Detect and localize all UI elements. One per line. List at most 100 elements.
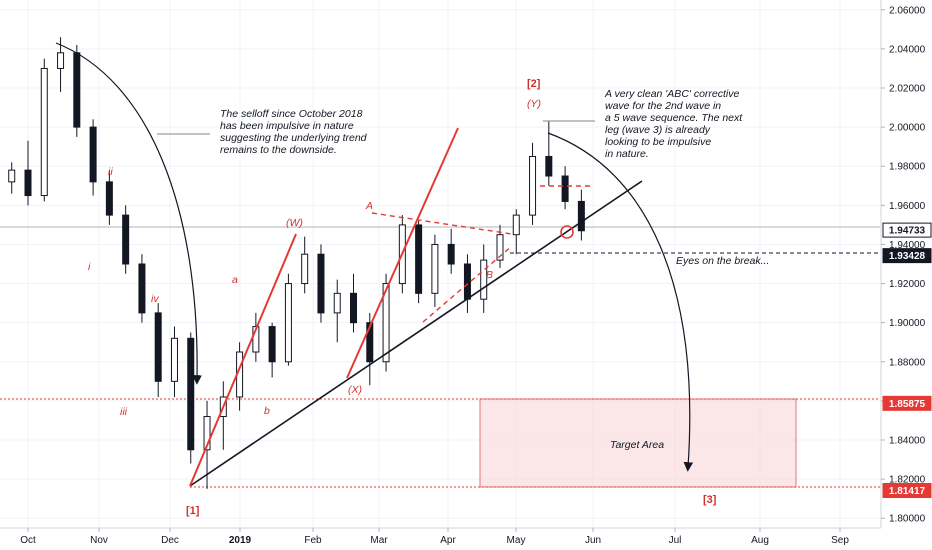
candle-body xyxy=(122,214,130,265)
price-badge: 1.85875 xyxy=(882,395,932,411)
x-tick-label: Mar xyxy=(370,535,388,546)
candle xyxy=(170,326,178,397)
wave-label-Y: (Y) xyxy=(527,98,541,110)
price-badges: 1.94733 1.93428 1.85875 1.81417 xyxy=(882,222,932,499)
candle-body xyxy=(415,224,423,294)
candle-body xyxy=(203,416,211,451)
candle-body xyxy=(447,243,455,265)
candle-body xyxy=(561,175,569,202)
candle-body xyxy=(382,283,390,363)
trendline-support xyxy=(189,180,643,487)
candle xyxy=(577,189,585,241)
candle xyxy=(122,205,130,274)
candle xyxy=(138,254,146,323)
candle xyxy=(268,322,276,378)
candle-body xyxy=(496,234,504,261)
wave-label-2: [2] xyxy=(527,78,541,90)
x-tick-label: Sep xyxy=(831,535,849,546)
wave-label-a: a xyxy=(232,274,238,286)
candle xyxy=(8,162,16,194)
y-tick-label: 2.02000 xyxy=(889,84,926,95)
price-badge-box xyxy=(882,483,932,499)
arrow-down-to-wave-1 xyxy=(55,42,202,385)
candle-body xyxy=(512,214,520,236)
candle xyxy=(415,220,423,304)
wave-label-i: i xyxy=(88,261,91,273)
candle xyxy=(24,140,32,206)
x-tick-label: Nov xyxy=(90,535,108,546)
wave-label-iv: iv xyxy=(151,293,159,305)
y-tick-label: 2.00000 xyxy=(889,123,926,134)
candle-body xyxy=(463,263,471,300)
right-note-line-1: A very clean 'ABC' corrective xyxy=(604,88,739,100)
candle-body xyxy=(284,283,292,363)
price-badge: 1.93428 xyxy=(882,248,932,264)
arrow-down-to-wave-3 xyxy=(547,132,694,472)
left-note-line-1: The selloff since October 2018 xyxy=(220,108,363,120)
candle xyxy=(105,170,113,225)
price-badge-label: 1.94733 xyxy=(889,226,926,237)
candle xyxy=(187,332,195,464)
candle xyxy=(350,273,358,333)
candle-body xyxy=(170,337,178,382)
candle-body xyxy=(73,52,81,128)
x-tick-label: Apr xyxy=(440,535,456,546)
candle-body xyxy=(431,243,439,294)
y-tick-label: 1.88000 xyxy=(889,357,926,368)
candle xyxy=(154,303,162,397)
wave-label-W: (W) xyxy=(286,217,303,229)
candle-body xyxy=(24,169,32,197)
candle-body xyxy=(57,52,65,69)
candle-body xyxy=(480,259,488,300)
candle xyxy=(317,244,325,323)
candle-body xyxy=(252,326,260,353)
x-tick-label: Feb xyxy=(304,535,322,546)
left-note-line-3: suggesting the underlying trend xyxy=(220,132,368,144)
price-badge-label: 1.93428 xyxy=(889,251,926,262)
candle xyxy=(73,44,81,137)
left-note-line-4: remains to the downside. xyxy=(220,144,337,156)
candle xyxy=(252,312,260,362)
x-tick-label: May xyxy=(507,535,526,546)
candle-body xyxy=(317,253,325,314)
x-tick-label: Aug xyxy=(751,535,769,546)
y-tick-label: 2.04000 xyxy=(889,44,926,55)
candle-body xyxy=(40,67,48,197)
price-badge-box xyxy=(882,222,932,238)
y-tick-label: 2.06000 xyxy=(889,5,926,16)
candle-body xyxy=(89,126,97,183)
right-note-line-3: a 5 wave sequence. The next xyxy=(605,112,743,124)
y-tick-label: 1.94000 xyxy=(889,240,926,251)
x-tick-label: Oct xyxy=(20,535,36,546)
candle xyxy=(284,273,292,366)
break-note: Eyes on the break... xyxy=(676,255,769,267)
candle-body xyxy=(105,181,113,216)
y-tick-label: 1.96000 xyxy=(889,201,926,212)
price-badge-label: 1.85875 xyxy=(889,399,926,410)
candle xyxy=(431,234,439,308)
candle-body xyxy=(268,326,276,363)
candle xyxy=(333,279,341,343)
wave-label-3: [3] xyxy=(703,494,717,506)
wave-label-X: (X) xyxy=(348,384,362,396)
y-tick-label: 1.80000 xyxy=(889,514,926,525)
y-tick-label: 1.82000 xyxy=(889,475,926,486)
candle-body xyxy=(366,322,374,363)
x-tick-label: Jul xyxy=(669,535,682,546)
wave-w-line xyxy=(189,233,297,487)
candle xyxy=(529,142,537,225)
price-badge: 1.94733 xyxy=(882,222,932,238)
target-area-label: Target Area xyxy=(610,439,664,451)
right-note-line-6: in nature. xyxy=(605,148,649,160)
wave-label-ii: ii xyxy=(108,166,113,178)
break-point-marker xyxy=(560,225,574,239)
y-tick-label: 1.92000 xyxy=(889,279,926,290)
candle-body xyxy=(577,200,585,232)
candle-body xyxy=(8,169,16,183)
candle xyxy=(301,236,309,294)
price-badge: 1.81417 xyxy=(882,483,932,499)
x-tick-label: Jun xyxy=(585,535,601,546)
candle xyxy=(512,209,520,255)
wave-label-iii: iii xyxy=(120,406,128,418)
